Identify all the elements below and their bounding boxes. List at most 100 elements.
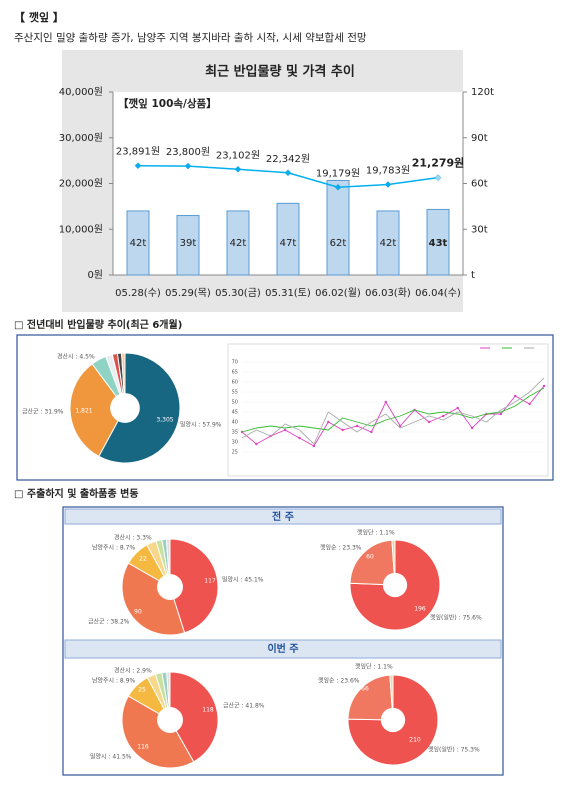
slice-label: 경산시 : 3.3% xyxy=(114,534,152,542)
price-label: 23,102원 xyxy=(216,149,260,161)
series-marker xyxy=(283,428,287,432)
series-marker xyxy=(427,420,431,424)
price-marker xyxy=(234,165,242,173)
slice-count: 66 xyxy=(361,686,369,693)
band xyxy=(64,639,502,659)
section-title: □ 주출하지 및 출하품종 변동 xyxy=(14,487,139,500)
pie-hole xyxy=(110,393,140,423)
bar xyxy=(426,208,450,276)
y-tick-label: 0원 xyxy=(87,269,103,281)
series-marker xyxy=(355,424,359,428)
series-marker xyxy=(255,442,258,446)
y2-tick-label: 90t xyxy=(471,133,488,144)
pie-hole xyxy=(157,574,183,600)
series-line xyxy=(241,377,545,445)
section-title: □ 전년대비 반입물량 추이(최근 6개월) xyxy=(14,318,182,331)
slice-label: 깻잎(일반) : 75.6% xyxy=(430,614,482,622)
slice-count: 117 xyxy=(204,578,216,585)
slice-count: 196 xyxy=(414,606,426,613)
bar-label: 62t xyxy=(330,238,347,249)
y-tick-label: 35 xyxy=(232,430,238,436)
y-tick-label: 25 xyxy=(232,450,238,456)
slice-count: 210 xyxy=(409,737,421,744)
bar-label: 47t xyxy=(280,238,297,249)
annotation: 【깻잎 100속/상품】 xyxy=(118,97,217,110)
pie-hole xyxy=(157,707,183,733)
y-tick-label: 40,000원 xyxy=(59,86,103,98)
y2-tick-label: 120t xyxy=(471,87,494,98)
band xyxy=(64,508,502,525)
series-marker xyxy=(470,426,474,430)
slice-label: 금산군 : 41.8% xyxy=(223,702,265,710)
bar-label: 42t xyxy=(230,238,247,249)
series-marker xyxy=(542,384,546,388)
x-tick-label: 06.03(화) xyxy=(365,287,411,299)
y-tick-label: 60 xyxy=(232,380,238,386)
subtitle: 주산지인 밀양 출하량 증가, 남양주 지역 봉지바라 출하 시작, 시세 약보… xyxy=(14,31,367,44)
y-tick-label: 40 xyxy=(232,420,238,426)
x-tick-label: 05.31(토) xyxy=(265,288,311,299)
y-tick-label: 30,000원 xyxy=(59,132,103,144)
band-label: 전 주 xyxy=(272,510,294,523)
x-tick-label: 05.28(수) xyxy=(115,287,161,299)
pie-slice xyxy=(121,695,195,769)
price-label: 19,783원 xyxy=(366,164,410,176)
price-marker xyxy=(334,183,342,191)
x-tick-label: 05.29(목) xyxy=(165,287,211,299)
series-marker xyxy=(298,436,301,440)
pie-slice xyxy=(121,562,186,636)
bar xyxy=(226,210,250,276)
y-tick-label: 65 xyxy=(232,370,238,376)
series-marker xyxy=(327,420,330,424)
slice-label: 깻잎단 : 1.1% xyxy=(357,529,395,537)
line-chart-frame xyxy=(227,343,549,477)
bar-label: 42t xyxy=(380,238,397,249)
bar xyxy=(276,202,300,276)
slice-label: 깻잎(일반) : 75.3% xyxy=(428,746,480,754)
bar xyxy=(326,179,350,276)
slice-count: 116 xyxy=(137,744,149,751)
series-marker xyxy=(528,402,531,406)
slice-count: 22 xyxy=(139,556,147,563)
price-marker xyxy=(184,162,192,170)
price-marker xyxy=(284,169,292,177)
slice-count: 60 xyxy=(366,554,374,561)
series-marker xyxy=(456,406,459,410)
slice-count: 1,821 xyxy=(75,408,92,415)
slice-label: 깻잎단 : 1.1% xyxy=(355,663,393,671)
y-tick-label: 45 xyxy=(232,410,238,416)
slice-label: 남양주시 : 8.9% xyxy=(92,677,135,685)
price-marker xyxy=(384,181,392,188)
y2-tick-label: 30t xyxy=(471,224,488,235)
pie-slice xyxy=(349,539,396,586)
series-line xyxy=(241,385,545,447)
price-label: 23,891원 xyxy=(116,146,160,158)
bar-label: 43t xyxy=(429,238,448,249)
header: 【 깻잎 】 xyxy=(14,10,64,24)
bar-label: 39t xyxy=(180,238,197,249)
series-marker xyxy=(370,430,373,434)
pie-slice xyxy=(169,538,219,634)
slice-label: 남양주시 : 8.7% xyxy=(92,544,135,552)
slice-label: 깻잎순 : 23.6% xyxy=(318,677,360,685)
x-tick-label: 05.30(금) xyxy=(215,287,261,299)
chart-title: 최근 반입물량 및 가격 추이 xyxy=(205,64,355,80)
slice-label: 금산군 : 38.2% xyxy=(88,618,130,626)
slice-count: 118 xyxy=(202,707,214,714)
price-marker xyxy=(134,162,142,170)
pie-hole xyxy=(382,572,408,598)
bar xyxy=(376,210,400,276)
y-tick-label: 20,000원 xyxy=(59,178,103,190)
series-marker xyxy=(398,424,402,428)
pie-slice xyxy=(169,671,219,763)
slice-label: 깻잎순 : 23.3% xyxy=(320,544,362,552)
series-marker xyxy=(442,414,445,418)
price-label: 21,279원 xyxy=(412,156,465,170)
y-tick-label: 55 xyxy=(232,390,238,396)
slice-label: 밀양시 : 41.5% xyxy=(90,753,132,761)
price-label: 19,179원 xyxy=(316,167,360,179)
pie-slice xyxy=(347,674,394,721)
y2-tick-label: 60t xyxy=(471,179,488,190)
slice-label: 경산시 : 4.5% xyxy=(57,353,95,361)
